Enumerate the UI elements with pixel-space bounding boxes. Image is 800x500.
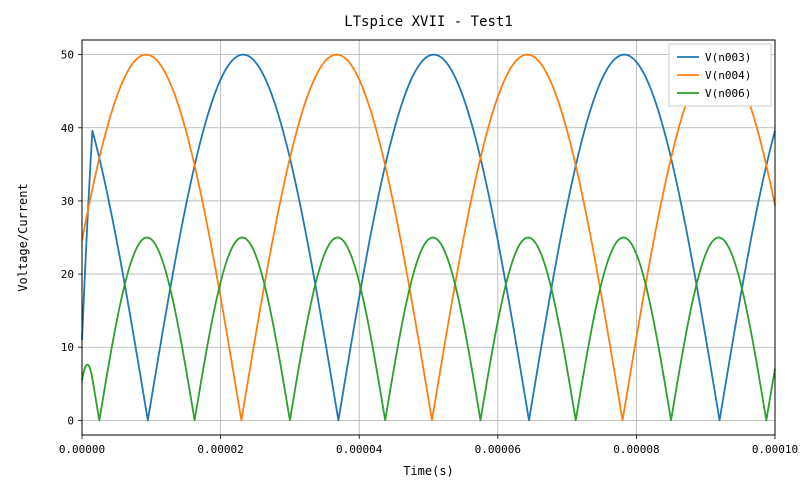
legend-label: V(n006) (705, 87, 751, 100)
y-tick-label: 10 (61, 341, 74, 354)
legend-label: V(n003) (705, 51, 751, 64)
x-axis-label: Time(s) (403, 464, 454, 478)
y-tick-label: 40 (61, 122, 74, 135)
x-tick-label: 0.00002 (197, 443, 243, 456)
chart-svg: 0.00000 0.00002 0.00004 0.00006 0.00008 0.000… (0, 0, 800, 500)
y-tick-label: 0 (67, 414, 74, 427)
x-tick-label: 0.00010 (752, 443, 798, 456)
y-tick-label: 50 (61, 49, 74, 62)
y-axis-label: Voltage/Current (16, 183, 30, 291)
x-tick-label: 0.00006 (475, 443, 521, 456)
y-tick-label: 30 (61, 195, 74, 208)
y-tick-label: 20 (61, 268, 74, 281)
waveform-chart: 0.00000 0.00002 0.00004 0.00006 0.00008 0.000… (0, 0, 800, 500)
legend-label: V(n004) (705, 69, 751, 82)
x-tick-label: 0.00004 (336, 443, 383, 456)
chart-title: LTspice XVII - Test1 (344, 14, 513, 30)
x-tick-label: 0.00000 (59, 443, 105, 456)
x-tick-label: 0.00008 (613, 443, 659, 456)
